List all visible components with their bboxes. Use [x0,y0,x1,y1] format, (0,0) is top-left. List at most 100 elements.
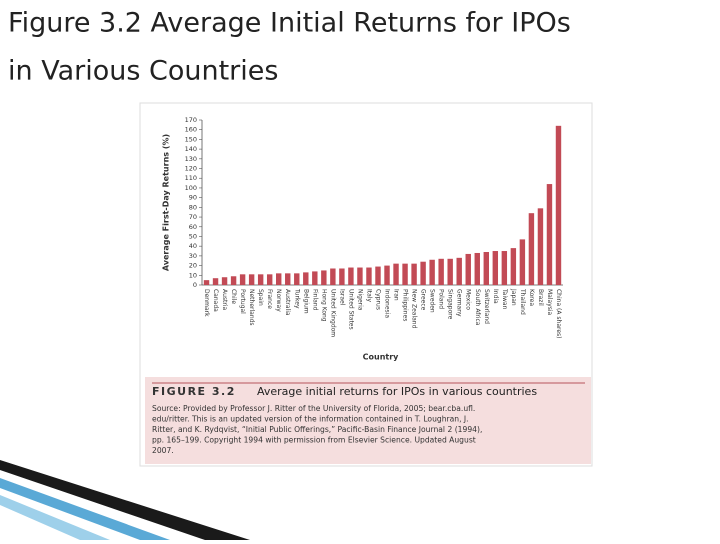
x-tick-label: New Zealand [411,289,418,329]
bar [212,278,219,285]
y-tick-label: 110 [185,174,197,182]
bar [438,258,444,285]
x-tick-label: Iran [393,289,400,301]
bar [474,252,480,285]
bar [203,280,210,285]
bar [537,208,544,285]
bar [501,251,508,285]
y-tick-label: 40 [189,242,197,250]
bar [483,252,489,285]
y-tick-label: 60 [189,223,197,231]
bar [248,274,255,285]
slide-title-line: in Various Countries [8,56,278,87]
x-tick-label: Canada [212,289,219,312]
bar [546,184,553,285]
y-tick-label: 30 [189,252,197,260]
x-tick-label: Sweden [429,289,436,313]
source-line: pp. 165–199. Copyright 1994 with permiss… [152,436,476,445]
x-tick-label: Singapore [447,289,454,320]
bar [230,276,237,285]
y-tick-label: 140 [185,145,197,153]
bar [447,258,453,285]
source-line: edu/ritter. This is an updated version o… [152,415,469,424]
x-tick-label: Hong Kong [320,289,327,322]
bar [357,267,363,285]
x-tick-label: Chile [230,289,237,304]
x-tick-label: Turkey [293,288,300,309]
bar [257,274,264,285]
source-line: Source: Provided by Professor J. Ritter … [152,404,475,413]
y-tick-label: 100 [185,184,197,192]
bar [492,251,499,285]
bar [384,265,390,285]
y-tick-label: 20 [189,262,197,270]
bar [303,272,309,285]
y-tick-label: 160 [185,126,197,134]
bar [276,273,282,285]
x-tick-label: India [492,289,499,304]
x-tick-label: Spain [257,289,264,306]
bar [393,263,399,285]
deco-stripe [0,495,110,540]
bar [221,277,228,285]
x-tick-label: South Africa [474,289,481,326]
bar [366,267,372,285]
x-tick-label: Netherlands [248,289,255,326]
x-tick-label: Australia [284,289,291,316]
bar [429,259,435,285]
x-tick-label: Portugal [239,289,246,314]
y-tick-label: 0 [193,281,197,289]
bar [312,271,318,285]
x-tick-label: Greece [420,289,427,311]
bar [510,248,517,285]
y-tick-label: 130 [185,155,197,163]
bar [420,261,426,285]
y-tick-label: 170 [185,116,197,124]
bar [528,213,535,285]
x-tick-label: Switzerland [483,289,490,324]
y-tick-label: 120 [185,165,197,173]
bar [519,239,526,285]
x-tick-label: Thailand [519,288,526,315]
x-tick-label: China (A shares) [555,289,562,339]
x-tick-label: Nigeria [356,289,363,311]
bar [465,253,471,285]
x-tick-label: Cyprus [374,289,381,310]
deco-stripe [0,478,170,540]
bar [402,263,408,285]
figure-label: FIGURE 3.2 [152,385,236,398]
y-tick-label: 70 [189,213,197,221]
x-tick-label: Italy [365,289,372,302]
y-axis-label: Average First-Day Returns (%) [162,134,171,271]
bar [330,268,336,285]
y-tick-label: 150 [185,135,197,143]
x-tick-label: Korea [528,289,535,306]
bar [239,274,246,285]
x-axis-label: Country [363,353,400,362]
slide-title-line: Figure 3.2 Average Initial Returns for I… [8,8,571,39]
caption: Average initial returns for IPOs in vari… [257,385,537,398]
x-tick-label: Germany [456,289,463,317]
x-tick-label: France [266,289,273,309]
source-line: Ritter, and K. Rydqvist, “Initial Public… [152,425,482,434]
x-tick-label: Indonesia [384,289,391,318]
bar [321,270,327,285]
x-tick-label: Taiwan [501,288,508,310]
x-tick-label: Israel [338,289,345,306]
y-tick-label: 80 [189,203,197,211]
bar [339,268,345,285]
x-tick-label: Norway [275,289,282,312]
x-tick-label: Mexico [465,289,472,310]
x-tick-label: Belgium [302,289,309,314]
bar [348,267,354,285]
bar [375,266,381,285]
bar [555,125,562,285]
x-tick-label: United States [347,289,354,330]
x-tick-label: Malaysia [546,289,553,316]
x-tick-label: Finland [311,289,318,311]
bar [285,273,291,285]
y-tick-label: 90 [189,194,197,202]
y-tick-label: 50 [189,232,197,240]
bar [266,274,273,285]
